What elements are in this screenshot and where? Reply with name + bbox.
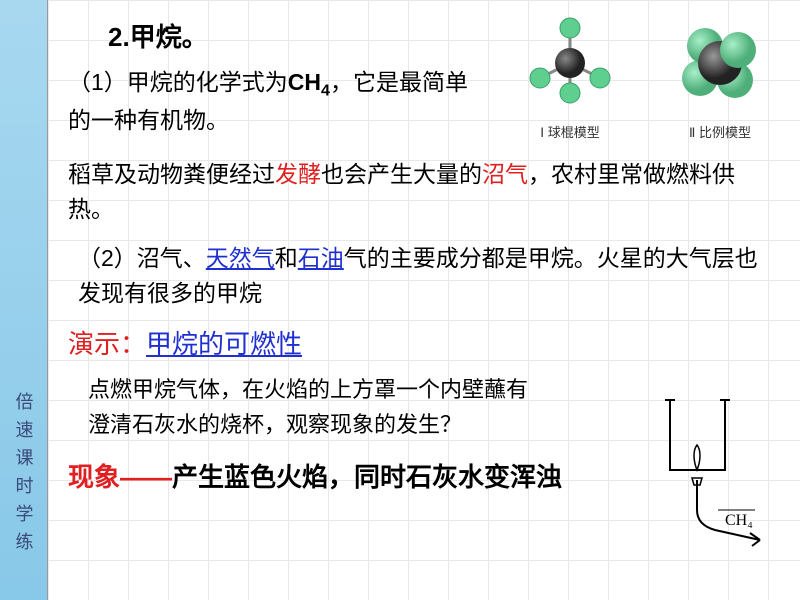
section-2: （2）沼气、天然气和石油气的主要成分都是甲烷。火星的大气层也发现有很多的甲烷 bbox=[78, 241, 780, 310]
experiment-diagram: CH₄ bbox=[630, 390, 770, 550]
result-label: 现象—— bbox=[68, 462, 172, 492]
s2-prefix: （2）沼气、 bbox=[78, 245, 206, 271]
sidebar-label: 倍速课时学练 bbox=[11, 392, 37, 560]
result-text: 产生蓝色火焰，同时石灰水变浑浊 bbox=[172, 462, 562, 492]
model1-label: Ⅰ 球棍模型 bbox=[540, 122, 599, 141]
molecule-models: Ⅰ 球棍模型 Ⅱ 比例 bbox=[510, 8, 780, 141]
link-petroleum[interactable]: 石油 bbox=[298, 245, 344, 271]
space-fill-model: Ⅱ 比例模型 bbox=[660, 8, 780, 141]
sidebar: 倍速课时学练 bbox=[0, 0, 48, 600]
ball-stick-model: Ⅰ 球棍模型 bbox=[510, 8, 630, 141]
demo-label: 演示： bbox=[68, 329, 146, 359]
title-number: 2. bbox=[108, 22, 130, 52]
ball-stick-svg bbox=[510, 8, 630, 118]
section-1: （1）甲烷的化学式为CH4，它是最简单的一种有机物。 bbox=[68, 65, 488, 137]
demo-heading: 演示：甲烷的可燃性 bbox=[68, 325, 780, 364]
s1-prefix: （1）甲烷的化学式为 bbox=[68, 69, 288, 95]
ferm-p1: 稻草及动物粪便经过 bbox=[68, 161, 275, 187]
experiment-label: CH₄ bbox=[725, 512, 753, 529]
s2-mid: 和 bbox=[275, 245, 298, 271]
title-text: 甲烷。 bbox=[130, 22, 208, 52]
link-natural-gas[interactable]: 天然气 bbox=[206, 245, 275, 271]
demo-body: 点燃甲烷气体，在火焰的上方罩一个内壁蘸有澄清石灰水的烧杯，观察现象的发生？ bbox=[88, 372, 548, 442]
ferm-red1: 发酵 bbox=[275, 161, 321, 187]
space-fill-svg bbox=[660, 8, 780, 118]
demo-title-link[interactable]: 甲烷的可燃性 bbox=[146, 329, 302, 359]
ferm-red2: 沼气 bbox=[482, 161, 528, 187]
model2-label: Ⅱ 比例模型 bbox=[689, 122, 751, 141]
formula-base: CH bbox=[288, 69, 321, 95]
formula-sub: 4 bbox=[321, 82, 330, 100]
content-area: 2.甲烷。 （1）甲烷的化学式为CH4，它是最简单的一种有机物。 bbox=[48, 0, 800, 600]
ferm-p2: 也会产生大量的 bbox=[321, 161, 482, 187]
fermentation-paragraph: 稻草及动物粪便经过发酵也会产生大量的沼气，农村里常做燃料供热。 bbox=[68, 157, 780, 226]
